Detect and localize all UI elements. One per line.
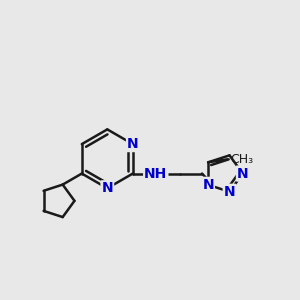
Text: NH: NH	[144, 167, 167, 181]
Text: N: N	[237, 167, 249, 181]
Text: N: N	[127, 137, 139, 151]
Text: CH₃: CH₃	[230, 153, 253, 166]
Text: N: N	[202, 178, 214, 192]
Text: N: N	[101, 181, 113, 195]
Text: N: N	[224, 185, 235, 199]
